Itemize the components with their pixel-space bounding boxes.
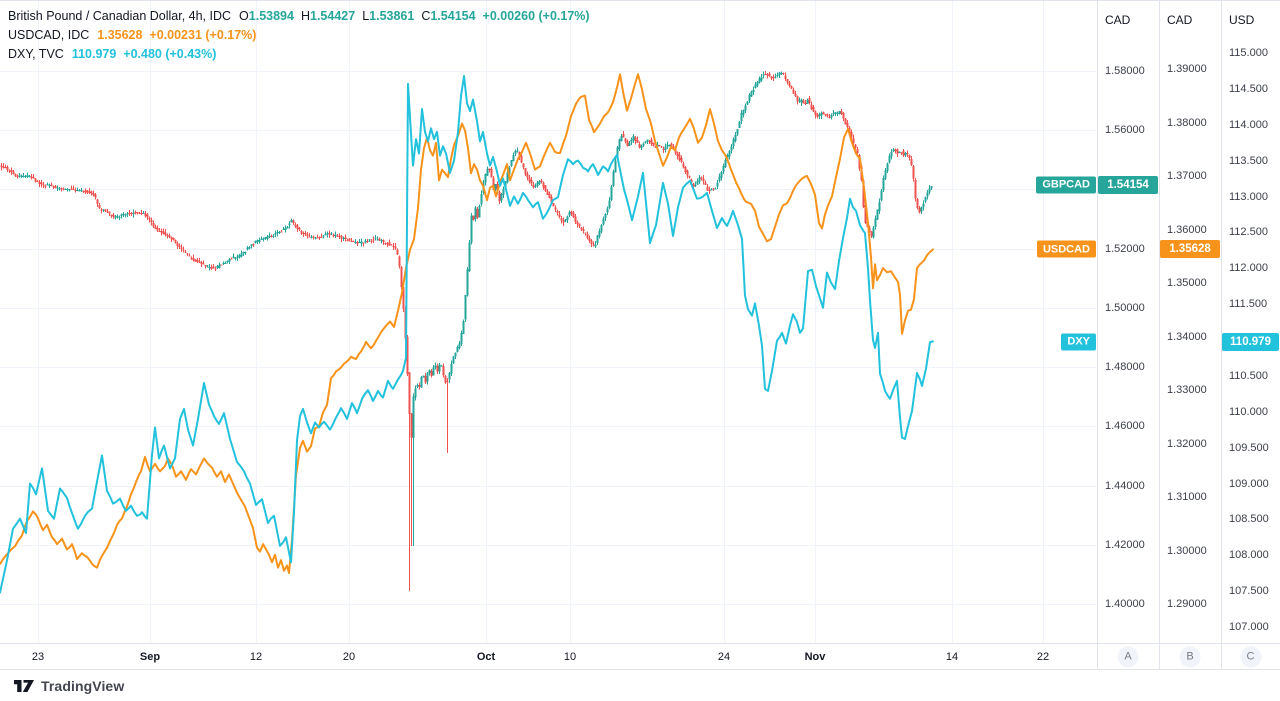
price-tick-label: 108.500 (1229, 513, 1269, 526)
price-tick-label: 108.000 (1229, 549, 1269, 562)
time-tick-label: Nov (804, 650, 826, 663)
chart-legend: British Pound / Canadian Dollar, 4h, IDC… (8, 6, 590, 63)
gbpcad-candles (0, 71, 933, 591)
price-tick-label: 1.32000 (1167, 437, 1207, 450)
axis-column-divider (1097, 644, 1098, 669)
time-tick-label: 12 (249, 650, 263, 663)
price-tick-label: 107.500 (1229, 585, 1269, 598)
change-value: +0.00260 (+0.17%) (482, 8, 590, 23)
chart-plot-area[interactable] (0, 1, 1097, 644)
chart-footer: TradingView (0, 670, 1280, 701)
time-tick-label: Oct (476, 650, 496, 663)
price-tick-label: 109.000 (1229, 477, 1269, 490)
chart-pane: British Pound / Canadian Dollar, 4h, IDC… (0, 0, 1280, 644)
price-tick-label: 1.46000 (1105, 420, 1145, 433)
dxy-line (0, 75, 934, 594)
price-tick-label: 1.33000 (1167, 384, 1207, 396)
price-tick-label: 114.500 (1229, 82, 1268, 95)
price-tick-label: 1.42000 (1105, 538, 1145, 551)
price-tick-label: 110.000 (1229, 405, 1268, 418)
time-tick-label: 14 (945, 650, 959, 663)
legend-usdcad-series[interactable]: USDCAD, IDC 1.35628 +0.00231 (+0.17%) (8, 25, 590, 44)
price-tick-label: 112.500 (1229, 226, 1268, 239)
high-value: H1.54427 (300, 8, 356, 23)
price-tick-label: 1.29000 (1167, 598, 1207, 610)
scale-currency-header: CAD (1167, 13, 1193, 27)
main-series-title: British Pound / Canadian Dollar, 4h, IDC (8, 8, 232, 23)
price-tick-label: 1.30000 (1167, 544, 1207, 557)
price-tick-label: 1.44000 (1105, 479, 1145, 492)
scale-badge-B[interactable]: B (1179, 646, 1201, 667)
price-tick-label: 1.37000 (1167, 170, 1207, 182)
time-tick-label: Sep (139, 650, 161, 663)
usdcad-value: 1.35628 (97, 27, 143, 42)
price-tick-label: 112.000 (1229, 262, 1268, 275)
dxy-value: 110.979 (71, 46, 117, 61)
price-tick-label: 110.500 (1229, 369, 1268, 382)
usdcad-series-title: USDCAD, IDC (8, 27, 90, 42)
price-tick-label: 114.000 (1229, 118, 1268, 131)
close-value: C1.54154 (421, 8, 476, 23)
time-tick-label: 23 (31, 650, 45, 663)
price-tick-label: 1.48000 (1105, 361, 1145, 374)
ohlc-values: O1.53894 H1.54427 L1.53861 C1.54154 +0.0… (239, 9, 590, 23)
price-tick-label: 109.500 (1229, 441, 1269, 454)
usdcad-series-flag[interactable]: USDCAD (1036, 240, 1096, 258)
gbpcad-series-flag[interactable]: GBPCAD (1036, 176, 1096, 194)
price-tick-label: 1.52000 (1105, 242, 1145, 255)
legend-main-series[interactable]: British Pound / Canadian Dollar, 4h, IDC… (8, 6, 590, 25)
price-tick-label: 115.000 (1229, 47, 1268, 59)
price-tick-label: 1.56000 (1105, 124, 1145, 137)
usdcad-price-label: 1.35628 (1160, 240, 1220, 259)
axis-column-divider (1159, 644, 1160, 669)
time-tick-label: 20 (342, 650, 356, 663)
scale-currency-header: CAD (1105, 13, 1131, 27)
time-tick-label: 10 (563, 650, 577, 663)
legend-dxy-series[interactable]: DXY, TVC 110.979 +0.480 (+0.43%) (8, 44, 590, 63)
dxy-change: +0.480 (+0.43%) (123, 46, 217, 61)
price-tick-label: 1.34000 (1167, 330, 1207, 343)
price-tick-label: 111.500 (1229, 298, 1268, 311)
price-tick-label: 1.35000 (1167, 277, 1207, 289)
tradingview-logo-text: TradingView (41, 677, 125, 694)
price-tick-label: 1.31000 (1167, 491, 1207, 503)
tradingview-logo[interactable]: TradingView (13, 678, 124, 694)
time-tick-label: 22 (1036, 650, 1050, 663)
dxy-series-title: DXY, TVC (8, 46, 64, 61)
price-tick-label: 113.500 (1229, 154, 1268, 167)
price-tick-label: 1.38000 (1167, 116, 1207, 129)
time-tick-label: 24 (717, 650, 731, 663)
price-tick-label: 107.000 (1229, 621, 1269, 633)
time-axis[interactable]: 23 Sep 12 20 Oct 10 24 Nov 14 22 A B C (0, 643, 1280, 670)
scale-badge-C[interactable]: C (1240, 646, 1261, 667)
dxy-series-flag[interactable]: DXY (1061, 333, 1096, 350)
usdcad-line (0, 73, 934, 574)
open-value: O1.53894 (239, 8, 294, 23)
price-scale-B[interactable]: CAD 1.39000 1.38000 1.37000 1.36000 1.35000 1.… (1159, 1, 1221, 644)
price-tick-label: 1.39000 (1167, 63, 1207, 75)
grid-lines (0, 1, 1097, 644)
scale-badge-A[interactable]: A (1117, 646, 1139, 667)
gbpcad-price-label: 1.54154 (1098, 175, 1158, 194)
price-tick-label: 1.50000 (1105, 301, 1145, 314)
tradingview-logo-icon (14, 679, 34, 692)
price-tick-label: 1.40000 (1105, 598, 1145, 610)
dxy-price-label: 110.979 (1222, 332, 1279, 351)
axis-column-divider (1221, 644, 1222, 669)
price-scale-C[interactable]: USD 115.000 114.500 114.000 113.500 113.000 11… (1221, 1, 1280, 644)
scale-currency-header: USD (1229, 13, 1255, 27)
price-tick-label: 1.36000 (1167, 223, 1207, 236)
usdcad-change: +0.00231 (+0.17%) (149, 27, 257, 42)
price-tick-label: 113.000 (1229, 190, 1268, 203)
low-value: L1.53861 (362, 8, 415, 23)
price-tick-label: 1.58000 (1105, 65, 1145, 77)
price-scale-A[interactable]: CAD1.580001.560001.540001.520001.500001.… (1097, 1, 1159, 644)
